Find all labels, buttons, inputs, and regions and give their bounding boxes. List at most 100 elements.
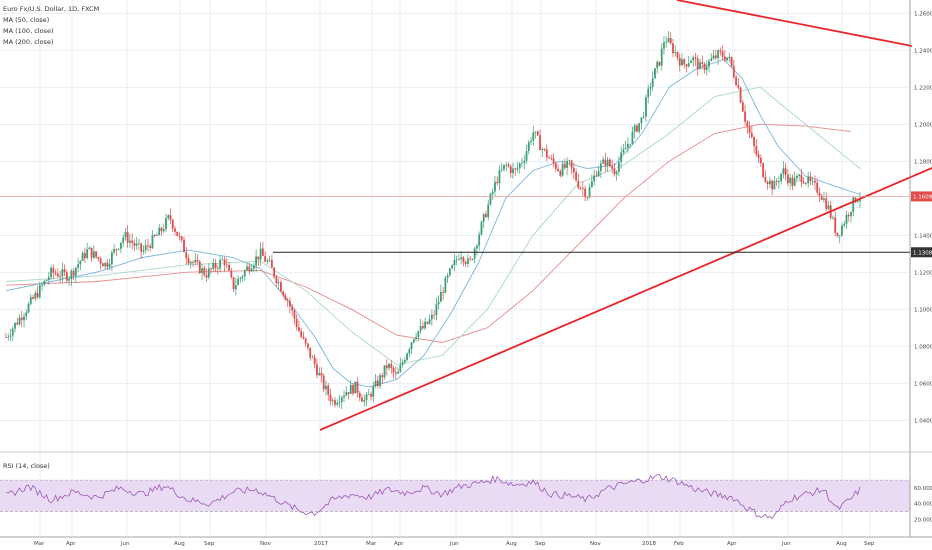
- candle-body: [611, 166, 614, 169]
- x-tick-label: Aug: [506, 541, 517, 547]
- candle-body: [613, 168, 616, 175]
- y-tick-label: 1.26000: [914, 11, 932, 17]
- y-tick-label: 1.04000: [914, 418, 932, 424]
- candle-body: [820, 195, 823, 200]
- candle-body: [232, 277, 235, 290]
- candle-body: [726, 57, 728, 61]
- candle-body: [433, 314, 436, 316]
- candle-body: [50, 267, 52, 278]
- candle-body: [311, 357, 314, 359]
- candle-body: [766, 181, 769, 185]
- candle-body: [372, 386, 375, 397]
- candle-body: [599, 163, 602, 172]
- candle-body: [561, 163, 564, 176]
- candle-body: [683, 59, 686, 65]
- candle-body: [140, 243, 143, 252]
- candle-body: [552, 158, 555, 164]
- candle-body: [832, 217, 834, 219]
- candle-body: [721, 51, 724, 57]
- candle-body: [104, 262, 107, 267]
- support-price-badge: [911, 247, 932, 258]
- candle-body: [509, 166, 512, 174]
- candle-body: [264, 256, 267, 262]
- candle-body: [505, 164, 508, 166]
- candle-body: [805, 183, 807, 185]
- candle-body: [480, 221, 483, 235]
- candle-body: [212, 262, 215, 269]
- candle-body: [838, 235, 841, 237]
- candle-body: [138, 243, 140, 245]
- candle-body: [361, 397, 363, 402]
- candle-body: [203, 268, 206, 276]
- candle-body: [151, 235, 154, 248]
- x-tick-label: Aug: [836, 541, 847, 547]
- candle-body: [266, 260, 269, 262]
- candle-body: [133, 243, 136, 246]
- candle-body: [309, 347, 312, 358]
- candle-body: [214, 262, 217, 269]
- candle-body: [95, 251, 98, 257]
- x-tick-label: Sep: [535, 541, 546, 547]
- x-tick-label: Mar: [366, 541, 377, 547]
- candle-body: [421, 325, 424, 329]
- candle-body: [56, 273, 59, 277]
- ma50-line: [5, 58, 861, 388]
- candle-body: [518, 163, 521, 168]
- candle-body: [374, 380, 377, 387]
- candle-body: [52, 267, 55, 273]
- candle-body: [412, 339, 415, 343]
- candle-body: [113, 249, 116, 253]
- x-tick-label: Apr: [727, 541, 737, 547]
- candle-body: [545, 149, 548, 158]
- candle-body: [757, 154, 760, 158]
- candle-body: [261, 248, 264, 257]
- candle-body: [11, 328, 14, 336]
- candle-body: [793, 178, 796, 186]
- candle-body: [426, 321, 429, 324]
- candle-body: [681, 59, 683, 66]
- candle-body: [225, 264, 228, 266]
- y-tick-label: 1.20000: [914, 122, 932, 128]
- candle-body: [183, 239, 185, 253]
- candle-body: [270, 260, 273, 268]
- candle-body: [144, 245, 147, 250]
- candle-body: [14, 322, 16, 329]
- candle-body: [428, 319, 431, 324]
- candle-body: [791, 177, 794, 186]
- candle-body: [442, 291, 445, 293]
- rsi-band: [0, 480, 910, 512]
- candle-body: [90, 247, 93, 258]
- x-tick-label: Jun: [449, 541, 459, 547]
- candle-body: [539, 135, 541, 151]
- candle-body: [541, 149, 544, 151]
- candle-body: [451, 265, 454, 269]
- candle-body: [775, 181, 778, 182]
- candle-body: [178, 235, 181, 237]
- candle-body: [223, 259, 226, 265]
- candle-body: [696, 58, 699, 70]
- candle-body: [343, 395, 345, 398]
- candle-body: [338, 402, 341, 403]
- candle-body: [176, 231, 179, 236]
- candle-body: [759, 157, 762, 164]
- rsi-title: RSI (14, close): [3, 462, 50, 470]
- candle-body: [559, 171, 562, 176]
- x-tick-label: Sep: [864, 541, 875, 547]
- candle-body: [676, 52, 679, 58]
- candle-body: [525, 151, 528, 161]
- ma200-line: [5, 123, 851, 343]
- candle-body: [658, 61, 661, 66]
- candle-body: [615, 171, 618, 175]
- candle-body: [277, 282, 280, 284]
- legend-symbol: Euro Fx/U.S. Dollar, 1D, FXCM: [3, 5, 100, 13]
- candle-body: [678, 57, 681, 66]
- candle-body: [507, 164, 510, 167]
- candle-body: [446, 275, 449, 278]
- candle-body: [365, 394, 368, 401]
- candle-body: [606, 159, 609, 166]
- candle-body: [620, 152, 623, 163]
- candle-body: [255, 256, 258, 266]
- candle-body: [672, 43, 674, 54]
- candle-body: [70, 270, 73, 280]
